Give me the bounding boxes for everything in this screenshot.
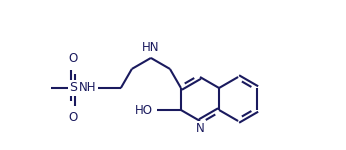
Text: O: O <box>68 111 78 124</box>
Text: HN: HN <box>142 41 160 54</box>
Text: O: O <box>68 52 78 65</box>
Text: NH: NH <box>79 81 97 94</box>
Text: S: S <box>69 81 77 94</box>
Text: N: N <box>195 122 204 135</box>
Text: HO: HO <box>135 103 153 117</box>
